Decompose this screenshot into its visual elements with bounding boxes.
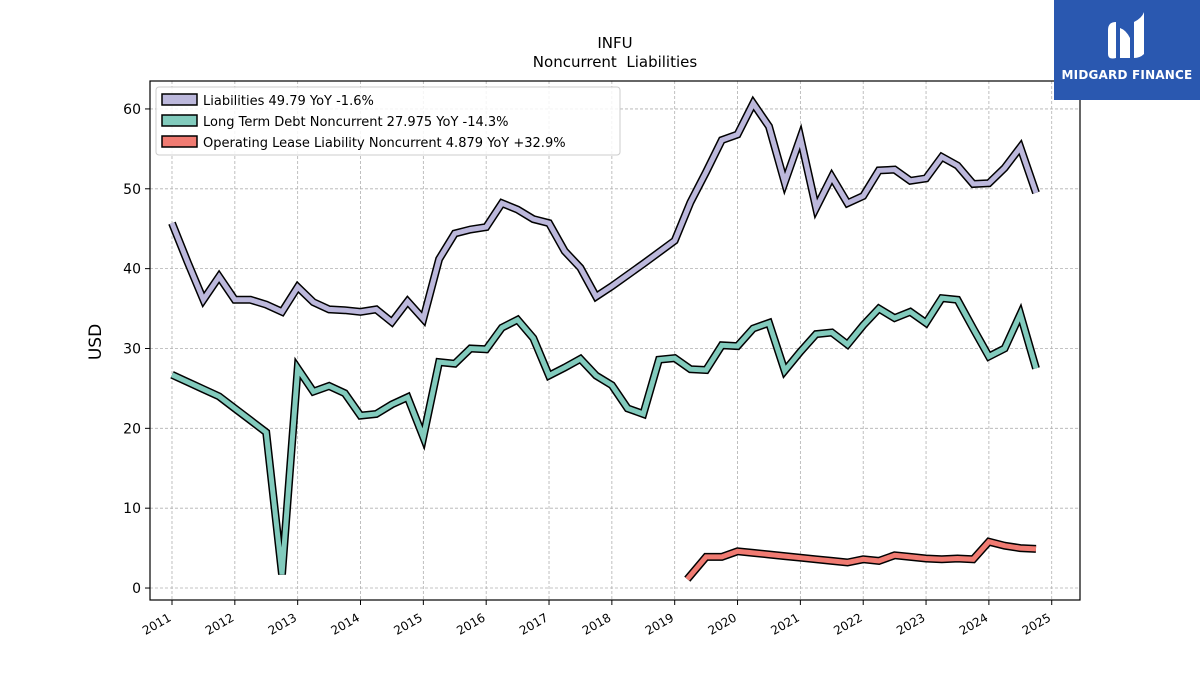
midgard-logo-icon bbox=[1108, 12, 1144, 59]
x-tick-label: 2024 bbox=[957, 610, 990, 637]
y-tick-label: 30 bbox=[123, 341, 141, 357]
x-tick-label: 2022 bbox=[831, 610, 864, 637]
x-tick-label: 2011 bbox=[140, 610, 173, 637]
x-tick-label: 2016 bbox=[454, 610, 487, 637]
x-tick-label: 2017 bbox=[517, 610, 550, 637]
plot-frame bbox=[149, 80, 1081, 601]
grid bbox=[150, 81, 1080, 600]
chart-title: INFU bbox=[597, 34, 632, 52]
legend-entry: Operating Lease Liability Noncurrent 4.8… bbox=[203, 136, 566, 151]
x-tick-label: 2013 bbox=[266, 610, 299, 637]
x-tick-label: 2014 bbox=[329, 610, 362, 637]
y-tick-label: 10 bbox=[123, 501, 141, 517]
legend-entry: Liabilities 49.79 YoY -1.6% bbox=[203, 94, 374, 109]
series-line-2 bbox=[685, 538, 1037, 581]
x-tick-label: 2020 bbox=[706, 610, 739, 637]
x-tick-label: 2012 bbox=[203, 610, 236, 637]
legend-swatch bbox=[161, 114, 198, 127]
legend-swatch bbox=[161, 93, 198, 106]
legend: Liabilities 49.79 YoY -1.6% Long Term Deb… bbox=[155, 86, 621, 156]
y-tick-label: 50 bbox=[123, 182, 141, 198]
chart-subtitle: Noncurrent Liabilities bbox=[533, 53, 698, 71]
x-tick-label: 2018 bbox=[580, 610, 613, 637]
y-axis-label: USD bbox=[86, 324, 106, 360]
x-tick-label: 2021 bbox=[768, 610, 801, 637]
y-tick-label: 20 bbox=[123, 421, 141, 437]
x-tick-label: 2015 bbox=[391, 610, 424, 637]
series-line-0 bbox=[169, 98, 1039, 326]
legend-swatch bbox=[161, 135, 198, 148]
y-tick-label: 60 bbox=[123, 102, 141, 118]
legend-entry: Long Term Debt Noncurrent 27.975 YoY -14… bbox=[203, 115, 509, 130]
series-line-outline-1 bbox=[170, 293, 1040, 575]
brand-logo: MIDGARD FINANCE bbox=[1054, 0, 1200, 100]
brand-name: MIDGARD FINANCE bbox=[1061, 68, 1193, 82]
y-tick-label: 40 bbox=[123, 262, 141, 278]
legend-box bbox=[155, 86, 621, 156]
series-group bbox=[168, 95, 1040, 582]
series-line-1 bbox=[170, 295, 1039, 575]
y-tick-label: 0 bbox=[132, 581, 141, 597]
x-tick-label: 2025 bbox=[1020, 610, 1053, 637]
x-tick-label: 2019 bbox=[643, 610, 676, 637]
x-tick-label: 2023 bbox=[894, 610, 927, 637]
